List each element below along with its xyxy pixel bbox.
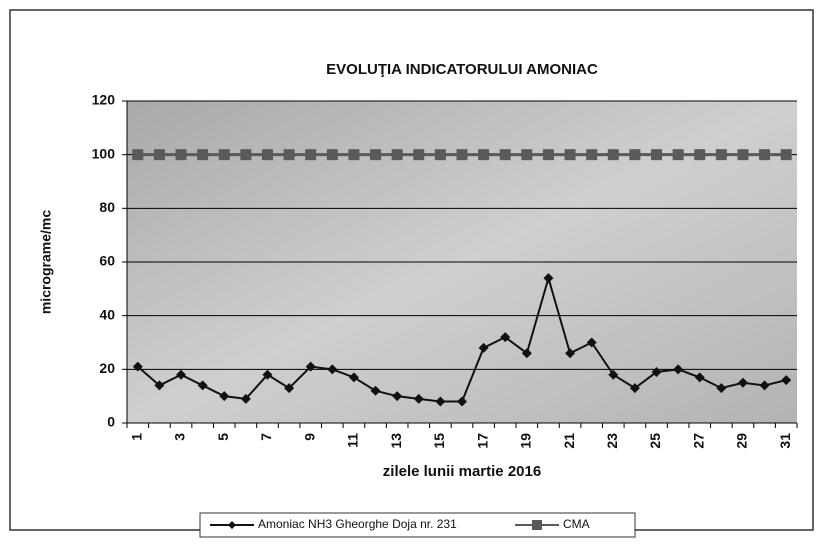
y-axis-label: micrograme/mc (38, 210, 54, 314)
data-point (500, 332, 511, 343)
data-point (413, 393, 424, 404)
data-point (219, 391, 230, 402)
x-tick-label: 7 (258, 433, 274, 441)
data-point (586, 149, 598, 161)
data-point (132, 361, 143, 372)
data-point (391, 149, 403, 161)
data-point (154, 380, 165, 391)
legend-marker (228, 521, 236, 529)
data-point (759, 149, 771, 161)
chart-title: EVOLUŢIA INDICATORULUI AMONIAC (326, 61, 598, 78)
data-point (283, 149, 295, 161)
y-tick-label: 20 (99, 360, 115, 376)
data-point (607, 149, 619, 161)
x-tick-label: 5 (215, 433, 231, 441)
x-tick-label: 17 (474, 433, 490, 449)
data-point (435, 396, 446, 407)
data-point (565, 348, 576, 359)
x-tick-label: 27 (690, 433, 706, 449)
data-point (413, 149, 425, 161)
y-tick-label: 100 (92, 145, 116, 161)
data-point (694, 372, 705, 383)
data-point (175, 149, 187, 161)
data-point (326, 149, 338, 161)
data-point (608, 369, 619, 380)
data-point (434, 149, 446, 161)
x-tick-label: 29 (734, 433, 750, 449)
data-point (694, 149, 706, 161)
data-point (240, 393, 251, 404)
legend (199, 512, 636, 538)
x-tick-label: 31 (777, 433, 793, 449)
x-tick-label: 21 (561, 433, 577, 449)
data-point (759, 380, 770, 391)
data-point (499, 149, 511, 161)
x-tick-label: 3 (172, 433, 188, 441)
legend-marker (532, 520, 542, 530)
data-point (737, 149, 749, 161)
data-point (542, 149, 554, 161)
data-point (305, 361, 316, 372)
y-tick-label: 120 (92, 92, 116, 108)
data-point (478, 342, 489, 353)
data-point (261, 149, 273, 161)
y-tick-label: 0 (107, 414, 115, 430)
data-point (543, 273, 554, 284)
data-point (521, 348, 532, 359)
data-point (370, 149, 382, 161)
data-point (651, 367, 662, 378)
y-tick-label: 40 (99, 306, 115, 322)
data-point (478, 149, 490, 161)
data-point (456, 149, 468, 161)
data-point (651, 149, 663, 161)
data-point (176, 369, 187, 380)
data-point (305, 149, 317, 161)
legend-label: CMA (563, 517, 590, 531)
data-point (240, 149, 252, 161)
data-point (564, 149, 576, 161)
data-point (218, 149, 230, 161)
data-point (370, 385, 381, 396)
data-point (672, 149, 684, 161)
data-point (737, 377, 748, 388)
data-point (348, 372, 359, 383)
x-tick-label: 25 (647, 433, 663, 449)
x-tick-label: 1 (129, 433, 145, 441)
x-tick-label: 23 (604, 433, 620, 449)
x-axis-label: zilele lunii martie 2016 (383, 463, 541, 480)
data-point (521, 149, 533, 161)
data-point (392, 391, 403, 402)
data-point (457, 396, 467, 407)
data-point (673, 364, 684, 375)
x-tick-label: 11 (345, 433, 361, 448)
legend-label: Amoniac NH3 Gheorghe Doja nr. 231 (258, 517, 457, 531)
data-point (348, 149, 360, 161)
x-tick-label: 9 (301, 433, 317, 441)
data-point (197, 380, 208, 391)
data-point (781, 375, 792, 386)
y-tick-label: 80 (99, 199, 115, 215)
x-tick-label: 19 (518, 433, 534, 449)
data-point (327, 364, 338, 375)
data-point (629, 383, 640, 394)
x-tick-label: 13 (388, 433, 404, 449)
data-point (132, 149, 144, 161)
data-point (284, 383, 295, 394)
data-point (153, 149, 165, 161)
x-tick-label: 15 (431, 433, 447, 449)
data-point (262, 369, 273, 380)
data-point (197, 149, 209, 161)
data-point (780, 149, 792, 161)
data-point (715, 149, 727, 161)
y-tick-label: 60 (99, 253, 115, 269)
data-point (629, 149, 641, 161)
data-point (716, 383, 727, 394)
data-point (586, 337, 597, 348)
